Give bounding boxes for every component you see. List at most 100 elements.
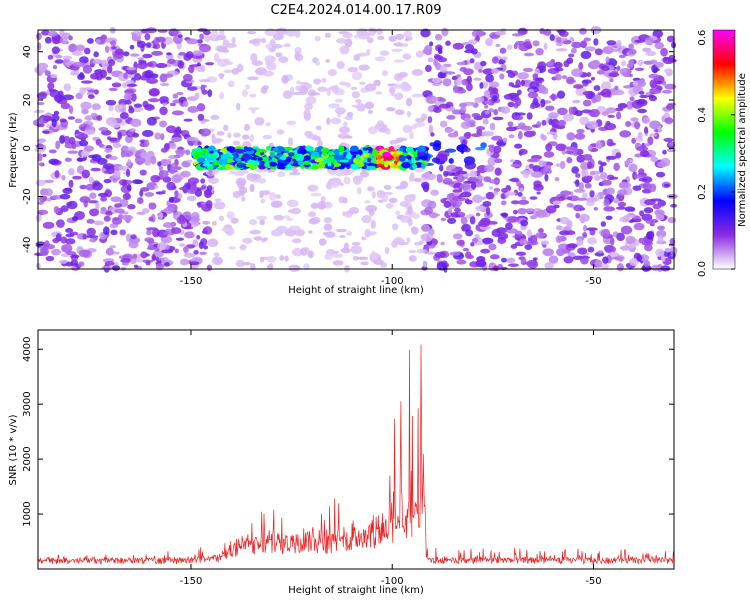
heatmap-cell [398,155,406,162]
heatmap-cell [251,156,257,161]
heatmap-cell [235,158,242,162]
heatmap-cell [590,76,596,81]
heatmap-cell [544,173,549,182]
heatmap-cell [594,174,601,181]
heatmap-cell [602,46,614,55]
heatmap-cell [593,206,599,211]
snr-panel: -150 -100 -50 1000 2000 3000 4000 Height of s… [8,329,675,596]
heatmap-cell [593,38,599,46]
heatmap-cell [133,103,143,108]
heatmap-cell [625,120,632,127]
heatmap-cell [286,120,297,126]
heatmap-cell [639,149,649,158]
heatmap-cell [158,170,169,179]
heatmap-cell [311,151,320,157]
heatmap-cell [443,200,452,209]
heatmap-cell [623,214,636,218]
heatmap-cell [612,256,624,260]
heatmap-cell [376,79,381,87]
heatmap-cell [159,120,168,128]
heatmap-cell [365,204,378,213]
heatmap-cell [55,219,65,228]
heatmap-cell [644,243,653,252]
heatmap-cell [122,150,134,158]
heatmap-cell [529,104,536,110]
heatmap-cell [586,71,592,78]
heatmap-cell [413,122,426,127]
heatmap-cell [409,131,414,140]
heatmap-cell [371,152,377,157]
heatmap-cell [656,161,668,168]
heatmap-cell [601,263,609,270]
heatmap-cell [268,161,278,167]
heatmap-cell [609,48,621,52]
heatmap-cell [179,243,186,247]
heatmap-cell [180,170,191,178]
heatmap-cell [520,257,527,266]
heatmap-cell [293,91,303,96]
heatmap-cell [103,178,112,184]
heatmap-cell [313,78,322,85]
heatmap-cell [185,51,194,59]
heatmap-cell [68,35,73,41]
heatmap-cell [272,33,284,41]
heatmap-cell [444,71,456,75]
heatmap-cell [511,33,524,37]
heatmap-cell [357,52,368,57]
heatmap-cell [437,71,446,79]
heatmap-cell [287,209,295,214]
heatmap-cell [342,163,350,168]
heatmap-cell [171,110,184,116]
heatmap-cell [367,109,373,115]
heatmap-cell [35,179,46,187]
heatmap-cell [506,126,518,132]
heatmap-cell [327,161,332,167]
heatmap-cell [612,89,625,96]
heatmap-cell [431,97,439,102]
heatmap-cell [473,77,482,81]
heatmap-cell [303,263,310,270]
heatmap-cell [173,166,182,171]
heatmap-cell [546,61,554,67]
heatmap-cell [430,132,435,137]
spectrogram-y-label: Frequency (Hz) [8,112,19,188]
heatmap-cell [664,68,671,74]
heatmap-cell [412,163,417,170]
heatmap-cell [202,220,211,225]
heatmap-cell [307,211,317,218]
heatmap-cell [475,126,486,131]
heatmap-cell [92,59,104,65]
heatmap-cell [52,238,60,244]
heatmap-cell [333,148,340,156]
heatmap-cell [610,237,615,246]
heatmap-cell [456,61,466,66]
heatmap-cell [651,264,661,272]
heatmap-cell [642,182,652,191]
heatmap-cell [493,145,502,154]
heatmap-cell [484,110,490,115]
heatmap-cell [266,62,277,71]
x-tick-label: -50 [585,276,601,287]
heatmap-cell [285,156,292,163]
heatmap-cell [408,249,417,254]
heatmap-cell [250,263,256,271]
heatmap-cell [591,97,597,104]
heatmap-cell [264,55,276,63]
heatmap-cell [67,200,78,210]
heatmap-cell [59,193,71,200]
heatmap-cell [251,173,262,180]
heatmap-cell [418,240,424,245]
heatmap-cell [262,85,269,90]
heatmap-cell [160,133,165,141]
heatmap-cell [340,247,352,254]
heatmap-cell [486,206,491,216]
heatmap-cell [204,190,210,198]
heatmap-cell [83,47,91,55]
heatmap-cell [649,89,662,95]
heatmap-cell [600,221,607,227]
heatmap-cell [248,39,260,45]
heatmap-cell [638,90,645,95]
heatmap-cell [407,205,413,215]
heatmap-cell [366,37,374,44]
heatmap-cell [269,39,276,46]
